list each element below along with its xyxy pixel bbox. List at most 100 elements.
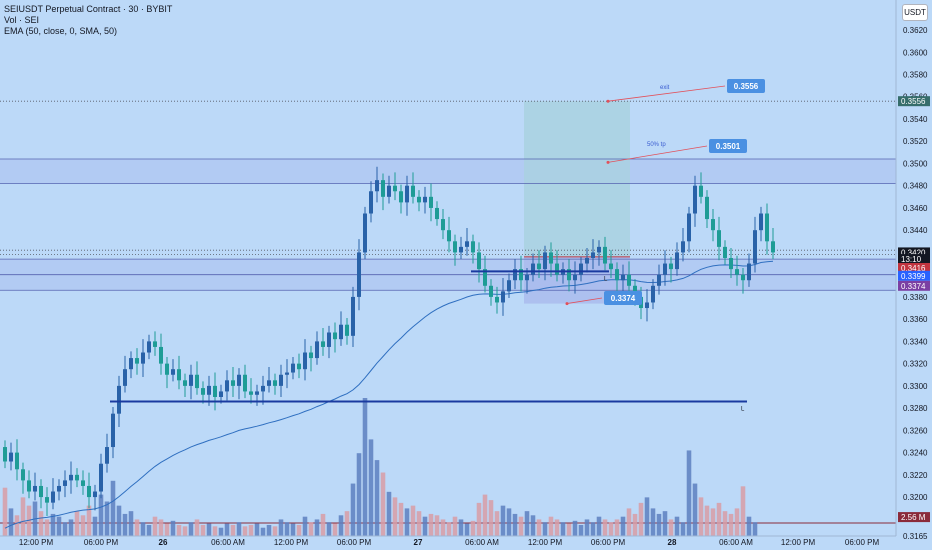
candle-body [519,269,523,281]
volume-bar [296,524,302,536]
annotation-badge[interactable] [709,139,747,153]
volume-bar [14,515,20,536]
candle-body [183,380,187,386]
volume-indicator-title[interactable]: Vol · SEI [4,15,40,25]
horizontal-lines[interactable] [0,100,896,524]
currency-button[interactable]: USDT [902,4,928,21]
time-tick-label: 12:00 PM [274,538,309,547]
candle-body [69,474,73,481]
volume-bar [386,491,392,536]
candle-body [705,196,709,220]
volume-bar [344,511,350,536]
volume-bar [620,516,626,536]
volume-bar [98,494,104,536]
position-target-area[interactable] [524,101,630,257]
candle-body [459,246,463,253]
price-tick-label: 0.3220 [903,471,928,480]
candle-body [39,485,43,498]
volume-bar [92,516,98,536]
candle-body [771,241,775,253]
volume-bar [146,524,152,536]
annotation-connector [566,297,603,304]
volume-bar [746,516,752,536]
candle-body [423,196,427,203]
volume-bar [428,513,434,536]
volume-bar [242,526,248,536]
volume-bar [548,516,554,536]
candle-body [327,332,331,347]
annotation-connector [607,145,708,163]
candle-body [315,341,319,359]
candle-body [27,480,31,492]
price-tick-label: 0.3320 [903,360,928,369]
price-axis-tag-text: 0.3556 [901,97,926,106]
ema-line-layer [4,260,774,529]
volume-bar [398,502,404,536]
volume-bar [194,519,200,536]
candle-body [687,213,691,242]
candle-body [717,230,721,247]
candle-body [333,332,337,340]
candle-body [363,213,367,253]
candle-body [225,380,229,392]
price-tick-label: 0.3240 [903,449,928,458]
volume-bar [260,527,266,536]
volume-bar [608,522,614,536]
annotation-badge[interactable] [727,79,765,93]
price-tick-label: 0.3480 [903,182,928,191]
candle-body [345,324,349,336]
volume-bar [104,501,110,536]
candle-body [681,241,685,253]
volume-bar [110,480,116,536]
time-axis[interactable]: 12:00 PM 06:00 PM 26 06:00 AM 12:00 PM 06:00 … [19,538,880,547]
candle-body [621,274,625,281]
candle-body [591,252,595,258]
volume-bar [308,522,314,536]
ema-indicator-title[interactable]: EMA (50, close, 0, SMA, 50) [4,26,118,36]
price-axis-tag [898,262,930,273]
candle-body [117,385,121,414]
time-tick-label: 06:00 PM [84,538,119,547]
candle-body [15,452,19,470]
annotation-connector [607,85,726,102]
price-axis-tag-text: 0.3399 [901,272,926,281]
candle-body [9,452,13,462]
candle-body [165,363,169,375]
candle-body [759,213,763,231]
annotation-badge[interactable] [604,291,642,305]
candle-body [579,263,583,275]
volume-bar [122,513,128,536]
candle-body [471,241,475,253]
candle-body [735,269,739,275]
candle-body [417,196,421,203]
volume-bar [86,505,92,536]
price-tick-label: 0.3360 [903,315,928,324]
candle-body [279,374,283,386]
candle-body [369,191,373,214]
time-tick-label: 12:00 PM [528,538,563,547]
volume-bar [590,522,596,536]
candle-body [693,185,697,214]
candle-body [483,269,487,286]
volume-bar [512,513,518,536]
price-axis-tag-text: 2.56 M [901,513,926,522]
volume-bar [626,508,632,536]
symbol-title[interactable]: SEIUSDT Perpetual Contract · 30 · BYBIT [4,4,173,14]
candle-body [753,230,757,264]
volume-bar [164,523,170,536]
candle-body [729,257,733,270]
annotations-layer[interactable]: exit 0.3556 50% tp 0.3501 0.3374 [565,79,766,306]
volume-bar [140,522,146,536]
horizontal-rays[interactable]: LL [110,270,747,412]
time-tick-label: 26 [159,538,168,547]
candle-body [435,207,439,220]
volume-bar [494,511,500,536]
price-tick-label: 0.3165 [903,532,928,541]
candle-body [603,246,607,264]
candle-body [21,469,25,481]
volume-bar [662,511,668,536]
position-tool[interactable] [524,101,630,304]
volume-bar [236,522,242,536]
volume-bar [2,487,8,536]
